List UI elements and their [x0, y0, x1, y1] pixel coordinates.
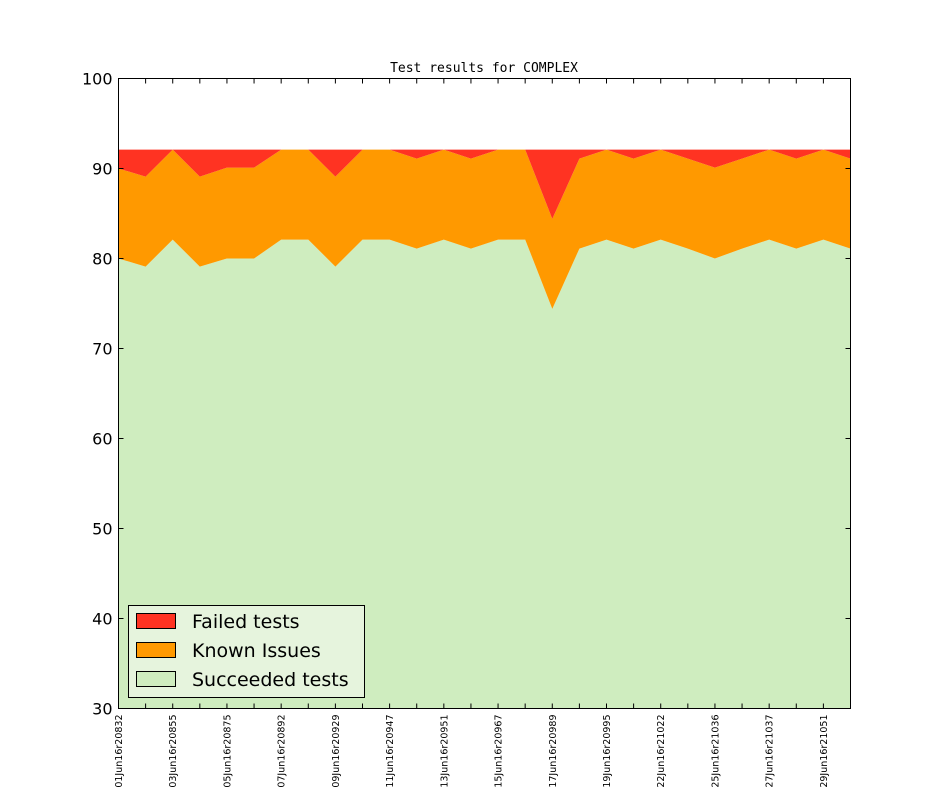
xtick-label: 13Jun16r20951: [439, 715, 450, 787]
ytick-label: 30: [92, 700, 112, 719]
legend: Failed tests Known Issues Succeeded tests: [128, 605, 365, 698]
xtick-label: 17Jun16r20989: [548, 715, 559, 787]
xtick-label: 15Jun16r20967: [494, 715, 505, 787]
xtick-label: 29Jun16r21051: [819, 715, 830, 787]
legend-label-succeeded-tests: Succeeded tests: [192, 669, 349, 691]
ytick-label: 100: [82, 70, 113, 89]
xtick-label: 19Jun16r20995: [602, 715, 613, 787]
area-failed-tests: [118, 149, 851, 219]
xtick-label: 01Jun16r20832: [114, 715, 125, 787]
chart-title: Test results for COMPLEX: [390, 61, 578, 76]
ytick-label: 60: [92, 430, 112, 449]
area-known-issues: [118, 149, 851, 309]
legend-swatch-known-issues: [136, 642, 176, 658]
legend-label-failed-tests: Failed tests: [192, 611, 300, 633]
ytick-label: 70: [92, 340, 112, 359]
xtick-label: 05Jun16r20875: [222, 715, 233, 787]
ytick-label: 80: [92, 250, 112, 269]
xtick-label: 03Jun16r20855: [168, 715, 179, 787]
xtick-label: 07Jun16r20892: [277, 715, 288, 787]
legend-swatch-succeeded-tests: [136, 671, 176, 687]
legend-swatch-failed-tests: [136, 613, 176, 629]
xtick-label: 25Jun16r21036: [710, 715, 721, 787]
ytick-label: 40: [92, 610, 112, 629]
plot-frame: [118, 78, 851, 709]
xtick-label: 11Jun16r20947: [385, 715, 396, 787]
area-succeeded-tests: [118, 239, 851, 709]
xtick-label: 22Jun16r21022: [656, 715, 667, 787]
legend-label-known-issues: Known Issues: [192, 640, 321, 662]
xtick-label: 09Jun16r20929: [331, 715, 342, 787]
ytick-label: 50: [92, 520, 112, 539]
ytick-label: 90: [92, 160, 112, 179]
xtick-label: 27Jun16r21037: [765, 715, 776, 787]
